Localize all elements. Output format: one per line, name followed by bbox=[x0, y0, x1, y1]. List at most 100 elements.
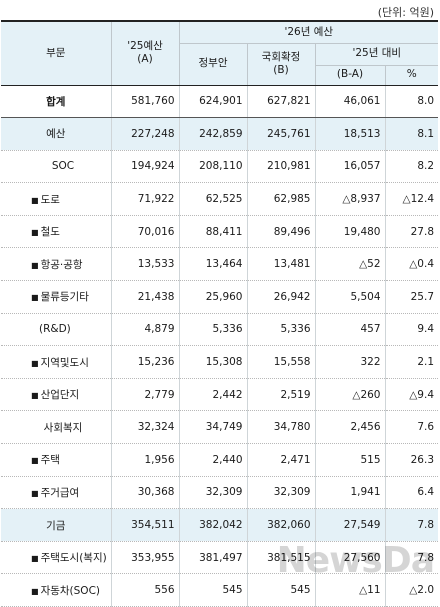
bullet-icon: ■ bbox=[31, 488, 39, 498]
bullet-icon: ■ bbox=[31, 228, 39, 238]
cell-gov: 32,309 bbox=[178, 476, 247, 510]
cell-gov: 2,442 bbox=[178, 378, 247, 412]
cell-a: 227,248 bbox=[110, 117, 179, 151]
header-budget25-line2: (A) bbox=[137, 53, 153, 66]
cell-gov: 382,042 bbox=[178, 508, 247, 542]
cell-diff: 2,456 bbox=[314, 410, 385, 445]
bullet-icon: ■ bbox=[31, 260, 39, 270]
row-label: (R&D) bbox=[1, 313, 111, 347]
header-pct: % bbox=[384, 64, 439, 86]
cell-a: 4,879 bbox=[110, 313, 179, 347]
cell-a: 21,438 bbox=[110, 280, 179, 314]
bullet-icon: ■ bbox=[31, 554, 39, 564]
row-housing-benefit: ■ 주거급여 30,368 32,309 32,309 1,941 6.4 bbox=[1, 476, 439, 510]
row-label-text: 철도 bbox=[40, 226, 60, 239]
row-label: ■ 자동차(SOC) bbox=[1, 573, 111, 607]
cell-b: 13,481 bbox=[246, 247, 315, 282]
cell-diff: 457 bbox=[314, 313, 385, 347]
row-label: SOC bbox=[1, 150, 111, 184]
cell-a: 71,922 bbox=[110, 182, 179, 216]
cell-diff: △260 bbox=[314, 378, 385, 412]
row-label-text: 주택도시(복지) bbox=[40, 552, 107, 565]
row-label-text: 항공·공항 bbox=[40, 258, 83, 271]
row-rnd: (R&D) 4,879 5,336 5,336 457 9.4 bbox=[1, 313, 439, 347]
header-final-line2: (B) bbox=[273, 64, 289, 76]
header-final: 국회확정 (B) bbox=[246, 42, 315, 86]
cell-b: 32,309 bbox=[246, 476, 315, 510]
cell-a: 194,924 bbox=[110, 150, 179, 184]
cell-diff: 46,061 bbox=[314, 85, 385, 119]
row-rail: ■ 철도 70,016 88,411 89,496 19,480 27.8 bbox=[1, 215, 439, 249]
cell-pct: 8.0 bbox=[384, 85, 439, 119]
cell-a: 70,016 bbox=[110, 215, 179, 249]
cell-b: 89,496 bbox=[246, 215, 315, 249]
row-budget: 예산 227,248 242,859 245,761 18,513 8.1 bbox=[1, 117, 439, 151]
cell-diff: △8,937 bbox=[314, 182, 385, 216]
header-budget25: '25예산 (A) bbox=[110, 20, 179, 86]
bullet-icon: ■ bbox=[31, 195, 39, 205]
cell-b: 15,558 bbox=[246, 345, 315, 379]
cell-a: 556 bbox=[110, 573, 179, 607]
row-label: ■ 도로 bbox=[1, 182, 111, 216]
cell-b: 2,519 bbox=[246, 378, 315, 412]
row-housing-urban-fund: ■ 주택도시(복지) 353,955 381,497 381,515 27,560… bbox=[1, 541, 439, 575]
cell-pct: △2.0 bbox=[384, 573, 439, 607]
cell-diff: 5,504 bbox=[314, 280, 385, 314]
row-regional: ■ 지역및도시 15,236 15,308 15,558 322 2.1 bbox=[1, 345, 439, 379]
cell-b: 2,471 bbox=[246, 443, 315, 477]
row-label-text: 주택 bbox=[40, 454, 60, 467]
cell-pct: 8.2 bbox=[384, 150, 439, 184]
cell-pct: 25.7 bbox=[384, 280, 439, 314]
cell-pct: 26.3 bbox=[384, 443, 439, 477]
cell-diff: 18,513 bbox=[314, 117, 385, 151]
row-label-text: 지역및도시 bbox=[40, 356, 89, 369]
row-label-text: SOC bbox=[51, 160, 75, 173]
cell-diff: 27,560 bbox=[314, 541, 385, 575]
row-label: 사회복지 bbox=[1, 410, 111, 445]
cell-b: 382,060 bbox=[246, 508, 315, 542]
row-aviation: ■ 항공·공항 13,533 13,464 13,481 △52 △0.4 bbox=[1, 247, 439, 282]
row-logistics: ■ 물류등기타 21,438 25,960 26,942 5,504 25.7 bbox=[1, 280, 439, 314]
cell-gov: 25,960 bbox=[178, 280, 247, 314]
cell-gov: 88,411 bbox=[178, 215, 247, 249]
cell-diff: 27,549 bbox=[314, 508, 385, 542]
cell-pct: △0.4 bbox=[384, 247, 439, 282]
cell-diff: 515 bbox=[314, 443, 385, 477]
cell-a: 13,533 bbox=[110, 247, 179, 282]
cell-gov: 5,336 bbox=[178, 313, 247, 347]
cell-pct: △9.4 bbox=[384, 378, 439, 412]
cell-b: 34,780 bbox=[246, 410, 315, 445]
cell-b: 381,515 bbox=[246, 541, 315, 575]
cell-a: 30,368 bbox=[110, 476, 179, 510]
cell-pct: 9.4 bbox=[384, 313, 439, 347]
bullet-icon: ■ bbox=[31, 391, 39, 401]
cell-gov: 62,525 bbox=[178, 182, 247, 216]
cell-gov: 15,308 bbox=[178, 345, 247, 379]
bullet-icon: ■ bbox=[31, 293, 39, 303]
row-label: ■ 주택 bbox=[1, 443, 111, 477]
header-budget26: '26년 예산 bbox=[178, 20, 439, 43]
header-gov-proposal: 정부안 bbox=[178, 42, 247, 86]
cell-a: 32,324 bbox=[110, 410, 179, 445]
cell-a: 353,955 bbox=[110, 541, 179, 575]
cell-pct: 7.6 bbox=[384, 410, 439, 445]
budget-table: 부문 '25예산 (A) '26년 예산 정부안 국회확정 (B) '25년 대… bbox=[1, 20, 439, 607]
cell-a: 354,511 bbox=[110, 508, 179, 542]
cell-pct: △12.4 bbox=[384, 182, 439, 216]
cell-gov: 13,464 bbox=[178, 247, 247, 282]
row-housing: ■ 주택 1,956 2,440 2,471 515 26.3 bbox=[1, 443, 439, 477]
row-soc: SOC 194,924 208,110 210,981 16,057 8.2 bbox=[1, 150, 439, 184]
cell-diff: 322 bbox=[314, 345, 385, 379]
cell-a: 2,779 bbox=[110, 378, 179, 412]
row-label-text: 주거급여 bbox=[40, 486, 80, 499]
row-label: ■ 지역및도시 bbox=[1, 345, 111, 379]
bullet-icon: ■ bbox=[31, 358, 39, 368]
row-label: ■ 산업단지 bbox=[1, 378, 111, 412]
cell-gov: 2,440 bbox=[178, 443, 247, 477]
bullet-icon: ■ bbox=[31, 456, 39, 466]
cell-a: 581,760 bbox=[110, 85, 179, 119]
cell-pct: 8.1 bbox=[384, 117, 439, 151]
cell-diff: 16,057 bbox=[314, 150, 385, 184]
row-label: 기금 bbox=[1, 508, 111, 542]
cell-pct: 7.8 bbox=[384, 541, 439, 575]
